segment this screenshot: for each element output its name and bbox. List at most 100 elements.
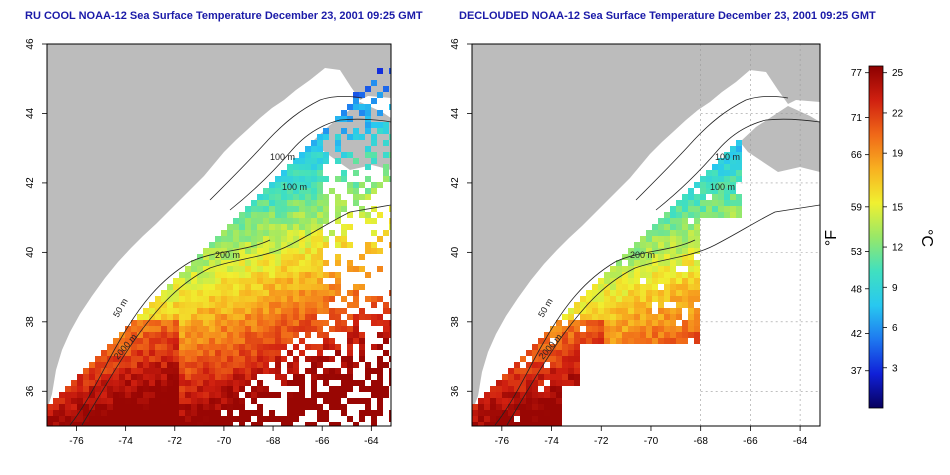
sst-pixel xyxy=(736,176,742,182)
sst-pixel xyxy=(550,326,556,332)
sst-pixel xyxy=(550,392,556,398)
sst-pixel xyxy=(251,392,257,398)
sst-pixel xyxy=(616,266,622,272)
sst-pixel xyxy=(215,326,221,332)
sst-pixel xyxy=(311,176,317,182)
sst-pixel xyxy=(155,344,161,350)
sst-pixel xyxy=(365,242,371,248)
sst-pixel xyxy=(646,290,652,296)
sst-pixel xyxy=(299,374,305,380)
sst-pixel xyxy=(347,350,353,356)
sst-pixel xyxy=(221,272,227,278)
sst-pixel xyxy=(299,326,305,332)
sst-pixel xyxy=(287,362,293,368)
sst-pixel xyxy=(628,326,634,332)
sst-pixel xyxy=(317,248,323,254)
sst-pixel xyxy=(389,380,391,386)
sst-pixel xyxy=(227,392,233,398)
sst-pixel xyxy=(161,362,167,368)
sst-pixel xyxy=(323,380,329,386)
sst-pixel xyxy=(161,344,167,350)
sst-pixel xyxy=(197,272,203,278)
sst-pixel xyxy=(311,254,317,260)
sst-pixel xyxy=(83,374,89,380)
sst-pixel xyxy=(377,344,383,350)
sst-pixel xyxy=(125,326,131,332)
sst-pixel xyxy=(221,398,227,404)
sst-pixel xyxy=(598,302,604,308)
sst-pixel xyxy=(293,296,299,302)
sst-pixel xyxy=(664,212,670,218)
sst-pixel xyxy=(359,308,365,314)
sst-pixel xyxy=(119,386,125,392)
sst-pixel xyxy=(281,374,287,380)
sst-pixel xyxy=(514,374,520,380)
sst-pixel xyxy=(251,422,257,426)
sst-pixel xyxy=(730,146,736,152)
sst-pixel xyxy=(179,374,185,380)
sst-pixel xyxy=(185,296,191,302)
sst-pixel xyxy=(143,362,149,368)
sst-pixel xyxy=(203,350,209,356)
sst-pixel xyxy=(311,224,317,230)
sst-pixel xyxy=(389,332,391,338)
sst-pixel xyxy=(724,200,730,206)
lat-tick-label: 38 xyxy=(450,316,461,328)
sst-pixel xyxy=(472,422,478,426)
sst-pixel xyxy=(245,218,251,224)
sst-pixel xyxy=(293,248,299,254)
sst-pixel xyxy=(101,392,107,398)
sst-pixel xyxy=(724,164,730,170)
sst-pixel xyxy=(155,332,161,338)
sst-pixel xyxy=(317,266,323,272)
sst-pixel xyxy=(520,380,526,386)
sst-pixel xyxy=(125,368,131,374)
sst-pixel xyxy=(682,278,688,284)
sst-pixel xyxy=(317,284,323,290)
sst-pixel xyxy=(299,158,305,164)
sst-pixel xyxy=(532,380,538,386)
sst-pixel xyxy=(215,290,221,296)
sst-pixel xyxy=(167,332,173,338)
sst-pixel xyxy=(191,392,197,398)
sst-pixel xyxy=(275,392,281,398)
sst-pixel xyxy=(371,302,377,308)
sst-pixel xyxy=(203,374,209,380)
sst-pixel xyxy=(347,224,353,230)
sst-pixel xyxy=(173,350,179,356)
sst-pixel xyxy=(263,278,269,284)
sst-pixel xyxy=(311,188,317,194)
sst-pixel xyxy=(203,410,209,416)
sst-pixel xyxy=(239,344,245,350)
sst-pixel xyxy=(221,302,227,308)
sst-pixel xyxy=(305,212,311,218)
sst-pixel xyxy=(299,176,305,182)
sst-pixel xyxy=(203,278,209,284)
sst-pixel xyxy=(137,338,143,344)
sst-pixel xyxy=(736,140,742,146)
sst-pixel xyxy=(143,398,149,404)
sst-pixel xyxy=(520,416,526,422)
sst-pixel xyxy=(329,230,335,236)
sst-pixel xyxy=(347,380,353,386)
sst-pixel xyxy=(293,362,299,368)
sst-pixel xyxy=(329,326,335,332)
sst-pixel xyxy=(664,284,670,290)
sst-pixel xyxy=(95,380,101,386)
sst-pixel xyxy=(95,416,101,422)
sst-pixel xyxy=(365,176,371,182)
sst-pixel xyxy=(335,146,341,152)
sst-pixel xyxy=(389,68,391,74)
sst-pixel xyxy=(365,314,371,320)
sst-pixel xyxy=(616,332,622,338)
sst-pixel xyxy=(197,308,203,314)
sst-pixel xyxy=(239,422,245,426)
sst-pixel xyxy=(251,290,257,296)
sst-pixel xyxy=(317,140,323,146)
sst-pixel xyxy=(233,416,239,422)
sst-pixel xyxy=(299,314,305,320)
sst-pixel xyxy=(383,308,389,314)
sst-pixel xyxy=(257,344,263,350)
sst-pixel xyxy=(215,314,221,320)
sst-pixel xyxy=(161,392,167,398)
